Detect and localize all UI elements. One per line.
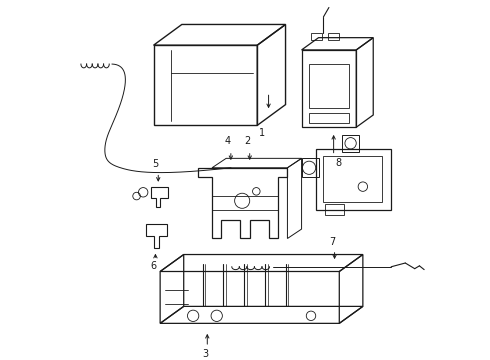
Bar bbox=[309, 113, 349, 122]
Text: 2: 2 bbox=[244, 136, 250, 147]
Bar bbox=[323, 157, 382, 202]
Bar bbox=[316, 149, 391, 210]
Text: 6: 6 bbox=[150, 261, 157, 271]
Text: 8: 8 bbox=[335, 158, 342, 168]
Bar bbox=[328, 33, 339, 40]
Bar bbox=[325, 204, 344, 215]
Bar bbox=[342, 135, 359, 152]
Text: 5: 5 bbox=[152, 159, 159, 169]
Text: 1: 1 bbox=[259, 128, 265, 138]
Bar bbox=[301, 50, 356, 127]
Bar bbox=[153, 45, 257, 125]
Bar bbox=[311, 33, 322, 40]
Text: 3: 3 bbox=[202, 350, 208, 360]
Text: 4: 4 bbox=[225, 136, 231, 147]
Text: 7: 7 bbox=[330, 237, 336, 247]
Bar bbox=[309, 64, 349, 108]
Bar bbox=[301, 158, 319, 177]
